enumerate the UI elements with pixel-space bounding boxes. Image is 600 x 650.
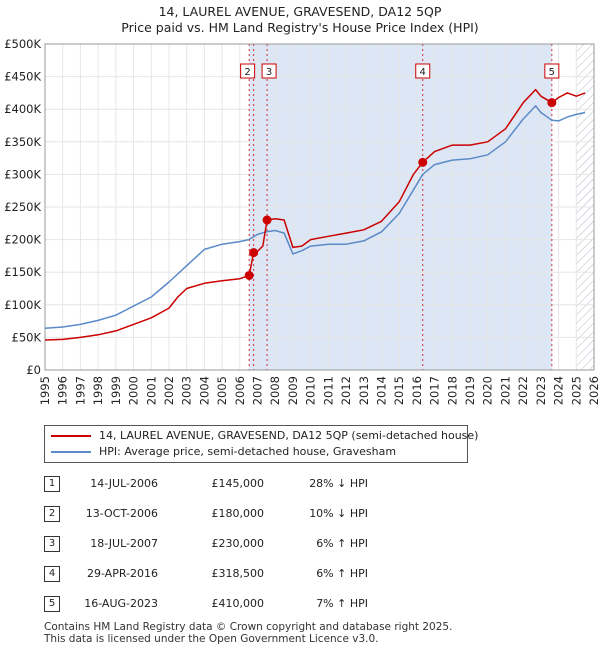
x-tick-label: 2012 xyxy=(339,376,353,405)
x-tick-label: 1997 xyxy=(73,376,87,405)
x-tick-label: 2017 xyxy=(428,376,442,405)
sale-label-box xyxy=(544,63,560,79)
y-tick-label: £150K xyxy=(4,265,41,279)
x-tick-label: 2020 xyxy=(481,376,495,405)
sale-number: 2 xyxy=(44,506,60,522)
x-tick-label: 2025 xyxy=(569,376,583,405)
chart-legend: 14, LAUREL AVENUE, GRAVESEND, DA12 5QP (… xyxy=(44,425,478,463)
y-tick-label: £250K xyxy=(4,200,41,214)
x-tick-label: 2001 xyxy=(144,376,158,405)
sale-label: 5 xyxy=(549,67,555,78)
sale-price: £180,000 xyxy=(211,507,265,520)
sale-hpi-diff: 7% ↑ HPI xyxy=(316,597,368,610)
sale-label: 4 xyxy=(420,67,426,78)
sale-hpi-diff: 6% ↑ HPI xyxy=(316,537,368,550)
sale-row: 5 16-AUG-2023 £410,000 7% ↑ HPI xyxy=(0,596,600,614)
x-tick-label: 2024 xyxy=(552,376,566,405)
x-tick-label: 2005 xyxy=(215,376,229,405)
x-tick-label: 2019 xyxy=(463,376,477,405)
sale-row: 4 29-APR-2016 £318,500 6% ↑ HPI xyxy=(0,566,600,584)
sale-row: 3 18-JUL-2007 £230,000 6% ↑ HPI xyxy=(0,536,600,554)
legend-swatch-property xyxy=(51,435,91,437)
x-tick-label: 2013 xyxy=(357,376,371,405)
y-tick-label: £200K xyxy=(4,233,41,247)
plot-frame xyxy=(44,43,595,371)
sale-point xyxy=(244,270,254,280)
y-tick-label: £0 xyxy=(26,363,41,377)
footer-licence: This data is licensed under the Open Gov… xyxy=(44,633,379,645)
sale-date: 29-APR-2016 xyxy=(86,567,158,580)
footer-copyright: Contains HM Land Registry data © Crown c… xyxy=(44,621,453,633)
x-tick-label: 1996 xyxy=(56,376,70,405)
y-tick-label: £400K xyxy=(4,102,41,116)
x-tick-label: 1995 xyxy=(38,376,52,405)
sale-point xyxy=(418,157,428,167)
x-tick-label: 2004 xyxy=(197,376,211,405)
sale-label: 3 xyxy=(266,67,272,78)
x-tick-label: 2016 xyxy=(410,376,424,405)
sale-price: £410,000 xyxy=(211,597,265,610)
legend-label-hpi: HPI: Average price, semi-detached house,… xyxy=(99,445,397,458)
x-tick-label: 2006 xyxy=(233,376,247,405)
y-tick-label: £350K xyxy=(4,135,41,149)
x-tick-label: 2003 xyxy=(180,376,194,405)
sale-price: £145,000 xyxy=(211,477,265,490)
x-tick-label: 2009 xyxy=(286,376,300,405)
property-price-line xyxy=(44,88,586,341)
sale-price: £230,000 xyxy=(211,537,265,550)
sale-price: £318,500 xyxy=(211,567,265,580)
x-tick-label: 2007 xyxy=(251,376,265,405)
sale-label: 2 xyxy=(244,67,250,78)
sale-row: 2 13-OCT-2006 £180,000 10% ↓ HPI xyxy=(0,506,600,524)
x-tick-label: 2014 xyxy=(374,376,388,405)
sale-hpi-diff: 6% ↑ HPI xyxy=(316,567,368,580)
x-tick-label: 2026 xyxy=(587,376,600,405)
x-tick-label: 2021 xyxy=(498,376,512,405)
sale-label-box xyxy=(240,63,256,79)
sale-point xyxy=(547,98,557,108)
x-tick-label: 2008 xyxy=(268,376,282,405)
chart-title-line1: 14, LAUREL AVENUE, GRAVESEND, DA12 5QP xyxy=(158,4,442,19)
sale-number: 4 xyxy=(44,566,60,582)
x-tick-label: 1999 xyxy=(109,376,123,405)
sale-row: 1 14-JUL-2006 £145,000 28% ↓ HPI xyxy=(0,476,600,494)
x-tick-label: 2000 xyxy=(127,376,141,405)
x-tick-label: 2022 xyxy=(516,376,530,405)
sale-number: 3 xyxy=(44,536,60,552)
price-chart: £0 £50K £100K £150K £200K £250K £300K £350K £400… xyxy=(4,37,600,405)
sale-date: 14-JUL-2006 xyxy=(90,477,158,490)
x-tick-label: 2011 xyxy=(321,376,335,405)
sale-number: 1 xyxy=(44,476,60,492)
y-tick-label: £500K xyxy=(4,37,41,51)
sale-label-box xyxy=(261,63,277,79)
x-tick-label: 2023 xyxy=(534,376,548,405)
sale-hpi-diff: 10% ↓ HPI xyxy=(309,507,368,520)
y-tick-label: £450K xyxy=(4,70,41,84)
x-tick-label: 2010 xyxy=(304,376,318,405)
sale-point xyxy=(249,248,259,258)
y-tick-label: £50K xyxy=(12,330,42,344)
x-tick-label: 2015 xyxy=(392,376,406,405)
sale-date: 13-OCT-2006 xyxy=(85,507,158,520)
sale-date: 18-JUL-2007 xyxy=(90,537,158,550)
sale-number: 5 xyxy=(44,596,60,612)
x-tick-label: 2018 xyxy=(445,376,459,405)
chart-title-line2: Price paid vs. HM Land Registry's House … xyxy=(121,20,479,35)
sale-point xyxy=(262,215,272,225)
hpi-line xyxy=(44,105,586,330)
legend-swatch-hpi xyxy=(51,451,91,453)
x-tick-label: 1998 xyxy=(91,376,105,405)
y-tick-label: £300K xyxy=(4,167,41,181)
sale-date: 16-AUG-2023 xyxy=(84,597,158,610)
x-tick-label: 2002 xyxy=(162,376,176,405)
sale-label-box xyxy=(415,63,431,79)
y-tick-label: £100K xyxy=(4,298,41,312)
legend-label-property: 14, LAUREL AVENUE, GRAVESEND, DA12 5QP (… xyxy=(99,429,479,442)
sale-hpi-diff: 28% ↓ HPI xyxy=(309,477,368,490)
